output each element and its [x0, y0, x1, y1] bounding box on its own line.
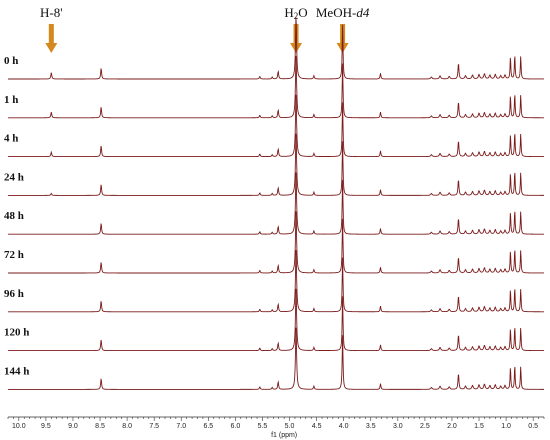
x-tick-label: 1.5 [474, 423, 484, 430]
time-label: 144 h [4, 365, 29, 377]
annotation-subscript: 2 [294, 11, 299, 21]
time-label: 24 h [4, 171, 24, 183]
x-tick-label: 6.5 [203, 423, 213, 430]
annotations-layer: H-8' H2O MeOH-d4 [40, 5, 370, 53]
x-tick-label: 9.0 [68, 423, 78, 430]
time-label: 48 h [4, 210, 24, 222]
spectra-traces [8, 17, 544, 390]
x-tick-label: 3.5 [366, 423, 376, 430]
spectrum-trace [8, 327, 544, 390]
x-tick-label: 7.0 [176, 423, 186, 430]
x-tick-label: 5.0 [285, 423, 295, 430]
annotation-text: H [284, 5, 293, 20]
x-axis-ticks: 10.0 9.5 9.0 8.5 8.0 7.5 7.0 6.5 6.0 5.5 5.0 4.5 4.0… [7, 417, 545, 430]
x-tick-label: 8.0 [122, 423, 132, 430]
annotation-label: MeOH-d4 [316, 5, 370, 20]
x-axis: 10.0 9.5 9.0 8.5 8.0 7.5 7.0 6.5 6.0 5.5 5.0 4.5 4.0… [7, 416, 545, 439]
spectrum-trace [8, 133, 544, 196]
x-tick-label: 10.0 [12, 423, 26, 430]
time-label: 72 h [4, 249, 24, 261]
annotation-text: H-8' [40, 5, 63, 20]
x-tick-label: 3.0 [393, 423, 403, 430]
spectrum-trace [8, 172, 544, 235]
x-tick-label: 4.0 [339, 423, 349, 430]
time-label: 96 h [4, 288, 24, 300]
spectrum-trace [8, 17, 544, 80]
annotation-arrow-head [45, 43, 58, 53]
spectrum-trace [8, 55, 544, 119]
time-label: 120 h [4, 327, 29, 339]
x-tick-label: 2.5 [420, 423, 430, 430]
x-tick-label: 7.5 [149, 423, 159, 430]
x-tick-label: 1.0 [501, 423, 511, 430]
annotation-label: H-8' [40, 5, 63, 20]
time-label: 1 h [4, 94, 18, 106]
x-tick-label: 0.5 [528, 423, 538, 430]
spectrum-trace [8, 211, 544, 274]
x-tick-label: 8.5 [95, 423, 105, 430]
x-tick-label: 6.0 [231, 423, 241, 430]
annotation-text-italic: d4 [356, 5, 370, 20]
annotation-arrow-head [290, 43, 303, 53]
annotation-text: MeOH- [316, 5, 356, 20]
annotation-text-tail: O [298, 5, 307, 20]
time-labels: 0 h 1 h 4 h 24 h 48 h 72 h 96 h 120 h 144 h [4, 55, 29, 377]
x-tick-label: 9.5 [41, 423, 51, 430]
x-axis-title: f1 (ppm) [271, 432, 297, 439]
time-label: 4 h [4, 133, 18, 145]
annotation-label: H2O [284, 5, 307, 21]
x-tick-label: 2.0 [447, 423, 457, 430]
spectrum-trace [8, 94, 544, 158]
x-tick-label: 4.5 [312, 423, 322, 430]
spectrum-trace [8, 249, 544, 313]
time-label: 0 h [4, 55, 18, 67]
spectrum-trace [8, 288, 544, 352]
x-tick-label: 5.5 [258, 423, 268, 430]
annotation-arrow-shaft [48, 24, 54, 44]
